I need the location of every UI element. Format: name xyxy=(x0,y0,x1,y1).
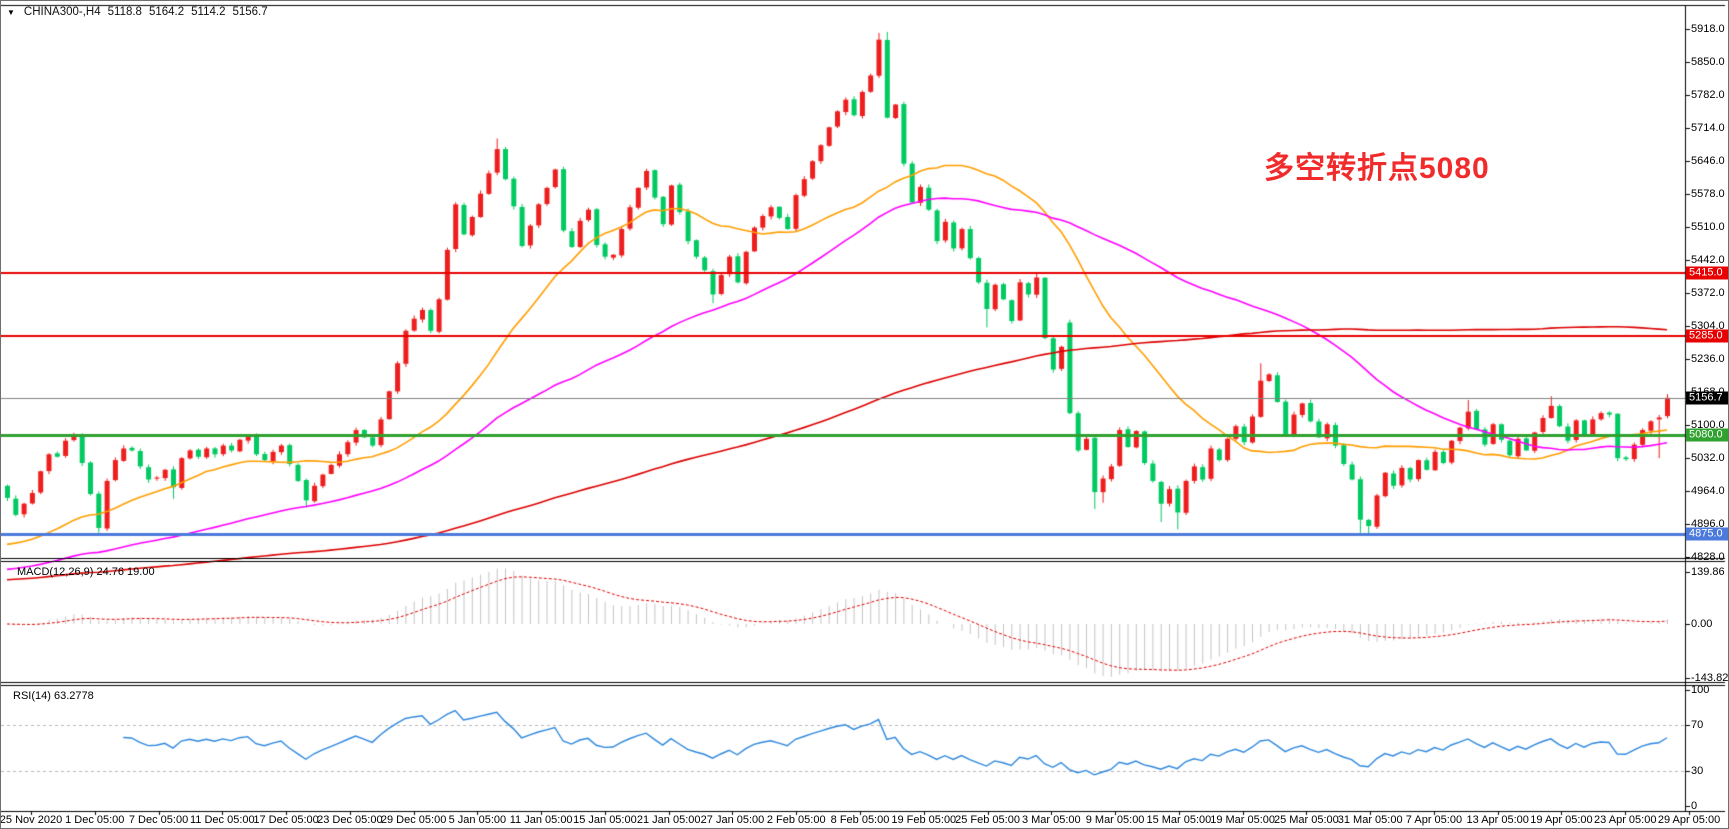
price-axis-label: 5032.0 xyxy=(1691,452,1725,465)
rsi-axis-label: 0 xyxy=(1691,800,1698,812)
annotation-text: 多空转折点5080 xyxy=(1264,152,1490,185)
time-axis-label: 11 Jan 05:00 xyxy=(509,814,573,826)
rsi-axis-label: 100 xyxy=(1691,684,1710,696)
time-axis-label: 15 Mar 05:00 xyxy=(1146,814,1212,826)
time-axis-label: 29 Dec 05:00 xyxy=(380,814,447,826)
time-axis-label: 8 Feb 05:00 xyxy=(830,814,890,826)
time-axis-label: 15 Jan 05:00 xyxy=(573,814,637,826)
rsi-axis-label: 30 xyxy=(1691,765,1704,778)
price-axis-label: 4964.0 xyxy=(1691,485,1725,498)
time-axis-label: 21 Jan 05:00 xyxy=(636,814,701,826)
time-axis-label: 29 Apr 05:00 xyxy=(1657,814,1721,826)
price-axis-label: 5578.0 xyxy=(1691,187,1725,200)
time-axis-label: 31 Mar 05:00 xyxy=(1337,814,1403,826)
time-axis-label: 11 Dec 05:00 xyxy=(189,814,255,826)
price-axis-label: 5100.0 xyxy=(1691,419,1725,432)
time-axis-label: 19 Feb 05:00 xyxy=(891,814,957,826)
ohlc-high: 5164.2 xyxy=(148,6,185,18)
time-axis-label: 19 Mar 05:00 xyxy=(1210,814,1276,826)
price-tag: 5156.7 xyxy=(1686,391,1728,405)
time-axis-label: 17 Dec 05:00 xyxy=(253,814,319,826)
ohlc-low: 5114.2 xyxy=(191,6,226,18)
ohlc-open: 5118.8 xyxy=(107,6,142,18)
price-axis-label: 4828.0 xyxy=(1691,551,1725,563)
price-axis-label: 5782.0 xyxy=(1691,88,1725,101)
price-tag: 5080.0 xyxy=(1686,428,1728,442)
time-axis-label: 7 Dec 05:00 xyxy=(128,814,189,826)
time-axis-label: 9 Mar 05:00 xyxy=(1085,814,1145,826)
price-tag: 5415.0 xyxy=(1686,266,1728,280)
price-tag: 5285.0 xyxy=(1686,329,1728,343)
ohlc-close: 5156.7 xyxy=(232,6,268,18)
time-axis-label: 7 Apr 05:00 xyxy=(1405,814,1463,826)
time-axis-label: 23 Apr 05:00 xyxy=(1594,814,1657,826)
macd-axis-label: -143.82 xyxy=(1691,671,1729,684)
time-axis-label: 25 Mar 05:00 xyxy=(1273,814,1339,826)
price-axis-label: 5442.0 xyxy=(1691,253,1725,266)
time-axis-label: 23 Dec 05:00 xyxy=(317,814,383,826)
time-axis-label: 3 Mar 05:00 xyxy=(1021,814,1081,826)
price-axis-label: 5372.0 xyxy=(1691,287,1725,300)
time-axis-label: 5 Jan 05:00 xyxy=(448,814,507,826)
price-axis-label: 5918.0 xyxy=(1691,23,1725,35)
time-axis-label: 19 Apr 05:00 xyxy=(1530,814,1593,826)
rsi-indicator-label: RSI(14) 63.2778 xyxy=(13,690,94,702)
time-axis-label: 2 Feb 05:00 xyxy=(766,814,826,826)
price-axis-label: 5646.0 xyxy=(1691,154,1725,167)
time-axis-label: 25 Feb 05:00 xyxy=(955,814,1020,826)
time-axis-label: 13 Apr 05:00 xyxy=(1466,814,1529,826)
time-axis-label: 1 Dec 05:00 xyxy=(65,814,125,826)
time-axis-label: 27 Jan 05:00 xyxy=(700,814,765,826)
symbol-bar: ▼ CHINA300-,H4 5118.8 5164.2 5114.2 5156… xyxy=(7,6,268,18)
macd-axis-label: 0.00 xyxy=(1691,618,1713,630)
macd-axis-label: 139.86 xyxy=(1691,565,1725,578)
price-axis-label: 5510.0 xyxy=(1691,220,1725,233)
price-axis-label: 5236.0 xyxy=(1691,353,1725,366)
price-axis-label: 4896.0 xyxy=(1691,518,1725,531)
macd-indicator-label: MACD(12,26,9) 24.76 19.00 xyxy=(17,566,155,578)
symbol-name: CHINA300-,H4 xyxy=(23,6,101,18)
price-axis-label: 5850.0 xyxy=(1691,55,1725,68)
time-axis-label: 25 Nov 2020 xyxy=(0,814,63,826)
symbol-dropdown-icon[interactable]: ▼ xyxy=(7,7,15,17)
price-tag: 4875.0 xyxy=(1686,527,1728,541)
rsi-axis-label: 70 xyxy=(1691,718,1704,731)
price-axis-label: 5714.0 xyxy=(1691,121,1725,134)
